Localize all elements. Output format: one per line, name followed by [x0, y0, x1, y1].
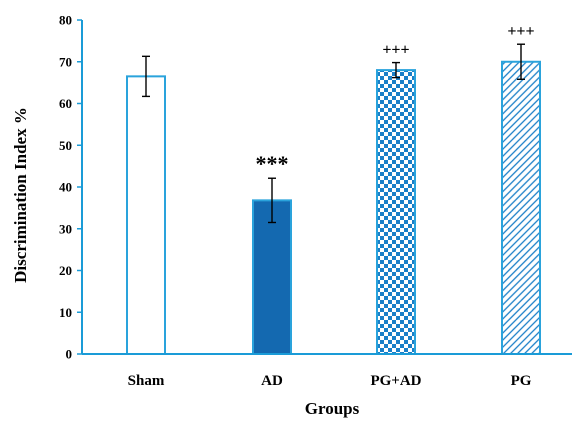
y-tick-label: 0: [66, 347, 73, 362]
significance-label: +++: [382, 42, 409, 59]
x-category-label: PG: [511, 373, 532, 389]
x-category-label: AD: [261, 373, 283, 389]
significance-label: ***: [256, 151, 289, 176]
y-tick-label: 70: [59, 54, 72, 69]
bar-pg-ad: [377, 70, 415, 354]
x-category-label: PG+AD: [370, 373, 421, 389]
y-tick-label: 10: [59, 305, 72, 320]
y-tick-label: 20: [59, 263, 72, 278]
bars-layer: [127, 62, 540, 354]
x-category-label: Sham: [128, 373, 165, 389]
y-ticks-layer: 0 10 20 30 40 50 60 70 80: [59, 13, 82, 362]
bar-pg: [502, 62, 540, 354]
x-axis-title: Groups: [305, 399, 360, 418]
y-tick-label: 30: [59, 221, 72, 236]
y-tick-label: 40: [59, 180, 72, 195]
y-tick-label: 80: [59, 13, 72, 28]
bar-sham: [127, 76, 165, 354]
significance-label: +++: [507, 23, 534, 40]
x-ticks-layer: Sham AD PG+AD PG: [128, 373, 532, 389]
y-tick-label: 60: [59, 96, 72, 111]
y-tick-label: 50: [59, 138, 72, 153]
error-bars-layer: [142, 44, 525, 222]
y-axis-title: Discrimination Index %: [11, 107, 30, 283]
bar-ad: [253, 200, 291, 354]
